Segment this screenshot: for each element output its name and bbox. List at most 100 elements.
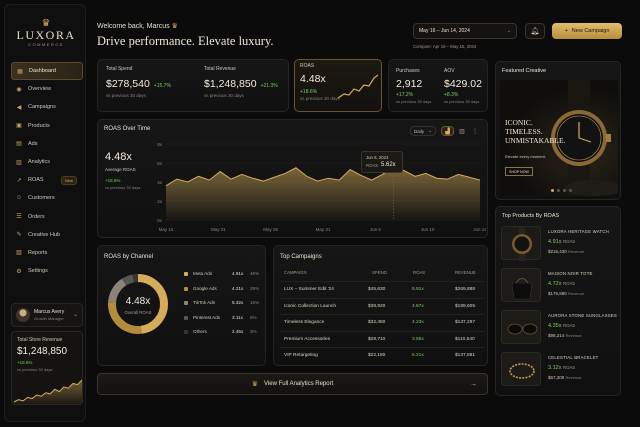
sidebar-item-dashboard[interactable]: ▦ Dashboard: [11, 62, 83, 81]
donut-slice[interactable]: [137, 274, 168, 334]
kpi-group-purchases-aov: [388, 59, 488, 112]
roas-series-line: [165, 166, 481, 187]
channel-legend-item[interactable]: Google Ads 4.21x 28%: [184, 286, 262, 301]
product-revenue-label: Revenue: [568, 291, 585, 296]
eye-icon: ◉: [16, 86, 22, 93]
col-revenue: REVENUE: [455, 270, 476, 275]
roas-sparkline: [338, 74, 378, 99]
table-row[interactable]: Timeless Elegance $32,450 4.23x $137,287: [280, 314, 484, 331]
roas-area-fill: [166, 166, 480, 220]
notifications-button[interactable]: 🔔︎: [525, 23, 545, 39]
product-name: LUXORA HERITAGE WATCH: [548, 229, 609, 234]
kpi-label: Purchases: [396, 68, 420, 74]
product-revenue-label: Revenue: [568, 249, 585, 254]
granularity-select[interactable]: Daily ⌄: [410, 126, 436, 136]
table-row[interactable]: Iconic Collection Launch $38,920 4.87x $189…: [280, 297, 484, 315]
date-range-picker[interactable]: May 16 – Jun 14, 2024 ⌄: [413, 23, 517, 39]
carousel-dot[interactable]: [563, 189, 566, 192]
campaigns-panel-title: Top Campaigns: [280, 254, 322, 260]
featured-line-1: ICONIC.: [505, 118, 533, 127]
legend-swatch: [184, 286, 188, 291]
campaign-name: Timeless Elegance: [284, 320, 325, 325]
kpi-sub: vs previous 30 days: [300, 96, 340, 101]
donut-slice[interactable]: [121, 274, 135, 286]
product-list-item[interactable]: AURORA STONE SUNGLASSES 4.35x ROAS $98,214…: [501, 310, 617, 346]
sidebar-item-products[interactable]: ▣ Products: [11, 117, 83, 135]
channel-name: TikTok Ads: [193, 300, 216, 305]
sidebar-item-orders[interactable]: ☰ Orders: [11, 208, 83, 226]
roas-average-label: Average ROAS: [105, 167, 136, 172]
sidebar-item-ads[interactable]: ▤ Ads: [11, 135, 83, 153]
donut-slice[interactable]: [108, 302, 142, 334]
channel-share: 15%: [250, 300, 260, 305]
y-tick-label: 2x: [157, 199, 163, 204]
store-revenue-sparkline: [13, 379, 82, 404]
sidebar-item-settings[interactable]: ⚙ Settings: [11, 262, 83, 280]
carousel-dot[interactable]: [551, 189, 554, 192]
carousel-dots[interactable]: [551, 189, 572, 192]
avatar: [16, 308, 30, 322]
product-roas: 3.12x: [548, 365, 562, 371]
col-roas: ROAS: [413, 270, 426, 275]
sidebar-item-label: Campaigns: [28, 104, 56, 111]
chart-icon: ▥: [16, 159, 22, 166]
product-list-item[interactable]: MAISON NOIR TOTE 4.72x ROAS $176,880 Reven…: [501, 268, 617, 304]
user-role: Growth Manager: [34, 316, 64, 321]
featured-sub: Elevate every moment.: [505, 154, 546, 159]
featured-creative-panel[interactable]: Featured Creative ICONIC. TIMELESS. UNMI…: [495, 61, 621, 200]
view-full-report-button[interactable]: ♛ View Full Analytics Report →: [97, 373, 488, 395]
product-revenue: $67,309: [548, 375, 565, 380]
more-options-button[interactable]: ⋮: [470, 126, 480, 136]
donut-slice[interactable]: [108, 278, 127, 303]
crown-icon: ♛: [171, 23, 178, 30]
sidebar-item-roas[interactable]: ↗ ROAS New: [11, 171, 83, 189]
campaign-roas: 4.87x: [412, 303, 424, 309]
channel-legend-item[interactable]: Pinterest Ads 3.11x 6%: [184, 315, 262, 330]
product-list-item[interactable]: LUXORA HERITAGE WATCH 4.91x ROAS $216,430 …: [501, 226, 617, 262]
store-revenue-sub: vs previous 30 days: [17, 367, 53, 372]
product-roas: 4.35x: [548, 323, 562, 329]
sidebar-item-customers[interactable]: ☺ Customers: [11, 189, 83, 207]
chevron-down-icon[interactable]: ⌄: [72, 312, 78, 318]
channel-roas: 3.11x: [232, 314, 243, 320]
table-row[interactable]: Premium Accessories $28,710 3.85x $110,540: [280, 330, 484, 348]
shop-now-button[interactable]: SHOP NOW: [505, 167, 533, 176]
sidebar-item-label: Settings: [28, 268, 48, 275]
ads-icon: ▤: [16, 141, 22, 148]
table-row[interactable]: VIP Retargeting $22,180 6.21x $137,591: [280, 347, 484, 364]
product-roas-label: ROAS: [563, 239, 576, 244]
greeting-text: Welcome back, Marcus: [97, 23, 170, 30]
bar-chart-toggle[interactable]: ▥: [456, 126, 468, 136]
creative-icon: ✎: [16, 232, 22, 239]
brand-logo[interactable]: ♛ LUXORA COMMERCE: [5, 19, 87, 48]
channel-legend-item[interactable]: TikTok Ads 5.32x 15%: [184, 300, 262, 315]
sidebar-item-overview[interactable]: ◉ Overview: [11, 80, 83, 98]
carousel-dot[interactable]: [557, 189, 560, 192]
area-chart-toggle[interactable]: ▟: [441, 126, 454, 136]
table-row[interactable]: LUX – Summer Edit '24 $45,630 5.91x $269,88…: [280, 281, 484, 298]
x-tick-label: May 26: [263, 227, 278, 232]
carousel-dot[interactable]: [569, 189, 572, 192]
sidebar-item-creative-hub[interactable]: ✎ Creative Hub: [11, 226, 83, 244]
sidebar-item-analytics[interactable]: ▥ Analytics: [11, 153, 83, 171]
sidebar-item-campaigns[interactable]: ◀ Campaigns: [11, 98, 83, 116]
sidebar-item-label: Overview: [28, 86, 51, 93]
new-campaign-button[interactable]: + New Campaign: [552, 23, 622, 39]
roas-area-chart: 0x 2x 4x 6x 8x May 16 May 21 May 26 May 31 Jun 5 J…: [157, 142, 486, 232]
watch-thumbnail: [501, 226, 541, 261]
kpi-purchases: Purchases 2,912 +17.2% vs previous 30 da…: [396, 68, 431, 104]
sidebar-item-reports[interactable]: ▧ Reports: [11, 244, 83, 262]
channel-legend-item[interactable]: Others 2.45x 3%: [184, 329, 262, 344]
tooltip-label: ROAS: [366, 163, 379, 168]
channel-name: Pinterest Ads: [193, 314, 221, 320]
roas-chart-title: ROAS Over Time: [104, 126, 151, 132]
user-card[interactable]: Marcus Avery Growth Manager ⌄: [11, 303, 83, 327]
user-name: Marcus Avery: [34, 309, 65, 315]
product-list-item[interactable]: CELESTIAL BRACELET 3.12x ROAS $67,309 Reve…: [501, 352, 617, 388]
channel-legend-item[interactable]: Meta Ads 4.91x 48%: [184, 271, 262, 286]
view-full-report-label: View Full Analytics Report: [264, 381, 334, 387]
store-revenue-card: Total Store Revenue $1,248,850 +18.6% vs…: [11, 331, 83, 405]
kpi-roas: ROAS 4.48x +18.6% vs previous 30 days: [300, 63, 340, 101]
y-tick-label: 6x: [157, 161, 163, 166]
campaign-name: VIP Retargeting: [284, 353, 318, 358]
